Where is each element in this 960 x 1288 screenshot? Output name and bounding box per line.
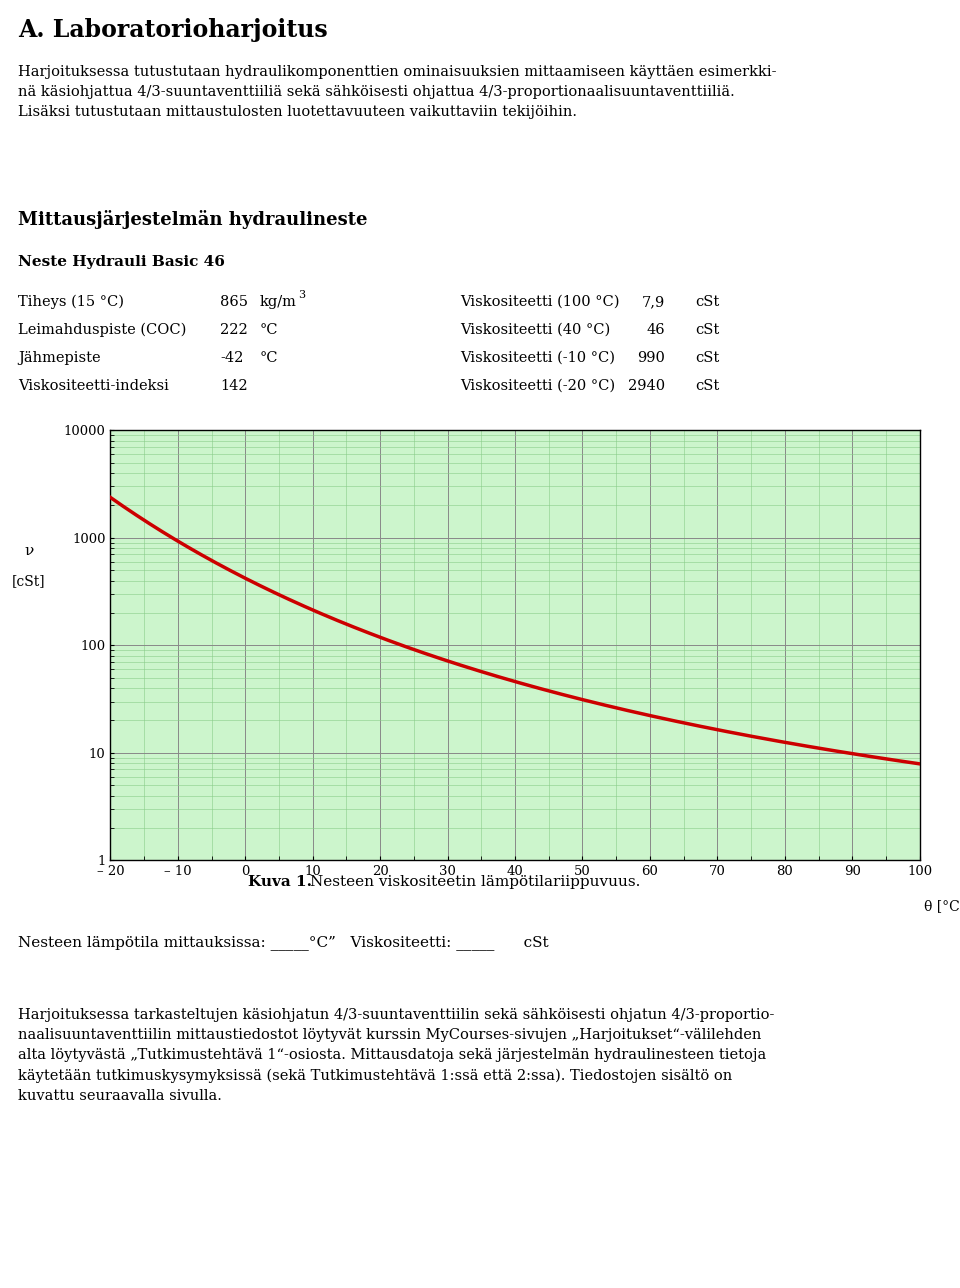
Text: Tiheys (15 °C): Tiheys (15 °C) <box>18 295 124 309</box>
Text: kg/m: kg/m <box>260 295 297 309</box>
Text: Harjoituksessa tarkasteltujen käsiohjatun 4/3-suuntaventtiilin sekä sähköisesti : Harjoituksessa tarkasteltujen käsiohjatu… <box>18 1009 775 1103</box>
Text: cSt: cSt <box>695 379 719 393</box>
Text: 2940: 2940 <box>628 379 665 393</box>
Text: 990: 990 <box>637 352 665 365</box>
Text: Viskositeetti (-20 °C): Viskositeetti (-20 °C) <box>460 379 615 393</box>
Text: -42: -42 <box>220 352 244 365</box>
Text: Nesteen viskositeetin lämpötilariippuvuus.: Nesteen viskositeetin lämpötilariippuvuu… <box>310 875 640 889</box>
Text: ν: ν <box>24 544 34 558</box>
Text: 865: 865 <box>220 295 248 309</box>
Text: Leimahduspiste (COC): Leimahduspiste (COC) <box>18 323 186 337</box>
Text: 46: 46 <box>646 323 665 337</box>
Text: Jähmepiste: Jähmepiste <box>18 352 101 365</box>
Text: 3: 3 <box>298 290 305 300</box>
Text: 222: 222 <box>220 323 248 337</box>
Text: 7,9: 7,9 <box>641 295 665 309</box>
Text: °C: °C <box>260 352 278 365</box>
Text: Viskositeetti (40 °C): Viskositeetti (40 °C) <box>460 323 611 337</box>
Text: Viskositeetti-indeksi: Viskositeetti-indeksi <box>18 379 169 393</box>
Text: [cSt]: [cSt] <box>12 573 46 587</box>
Text: cSt: cSt <box>695 295 719 309</box>
Text: cSt: cSt <box>695 352 719 365</box>
Text: Kuva 1.: Kuva 1. <box>248 875 312 889</box>
Text: Viskositeetti (100 °C): Viskositeetti (100 °C) <box>460 295 619 309</box>
Text: cSt: cSt <box>695 323 719 337</box>
Text: Nesteen lämpötila mittauksissa: _____°C”   Viskositeetti: _____      cSt: Nesteen lämpötila mittauksissa: _____°C”… <box>18 935 548 949</box>
Text: A. Laboratorioharjoitus: A. Laboratorioharjoitus <box>18 18 327 43</box>
Text: Neste Hydrauli Basic 46: Neste Hydrauli Basic 46 <box>18 255 225 269</box>
Text: Harjoituksessa tutustutaan hydraulikomponenttien ominaisuuksien mittaamiseen käy: Harjoituksessa tutustutaan hydraulikompo… <box>18 64 777 118</box>
Text: θ [°C]: θ [°C] <box>924 899 960 913</box>
Text: °C: °C <box>260 323 278 337</box>
Text: Viskositeetti (-10 °C): Viskositeetti (-10 °C) <box>460 352 615 365</box>
Text: Mittausjärjestelmän hydraulineste: Mittausjärjestelmän hydraulineste <box>18 210 368 229</box>
Text: 142: 142 <box>220 379 248 393</box>
